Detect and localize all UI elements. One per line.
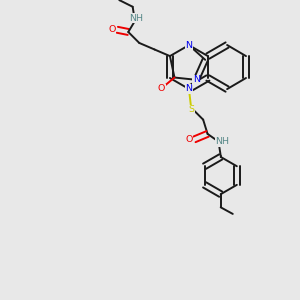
Text: NH: NH (215, 137, 229, 146)
Text: NH: NH (129, 14, 143, 22)
Text: O: O (185, 135, 193, 144)
Text: N: N (193, 75, 200, 84)
Text: N: N (185, 85, 192, 94)
Text: S: S (188, 106, 194, 115)
Text: O: O (158, 84, 165, 93)
Text: N: N (185, 40, 192, 50)
Text: O: O (108, 25, 116, 34)
